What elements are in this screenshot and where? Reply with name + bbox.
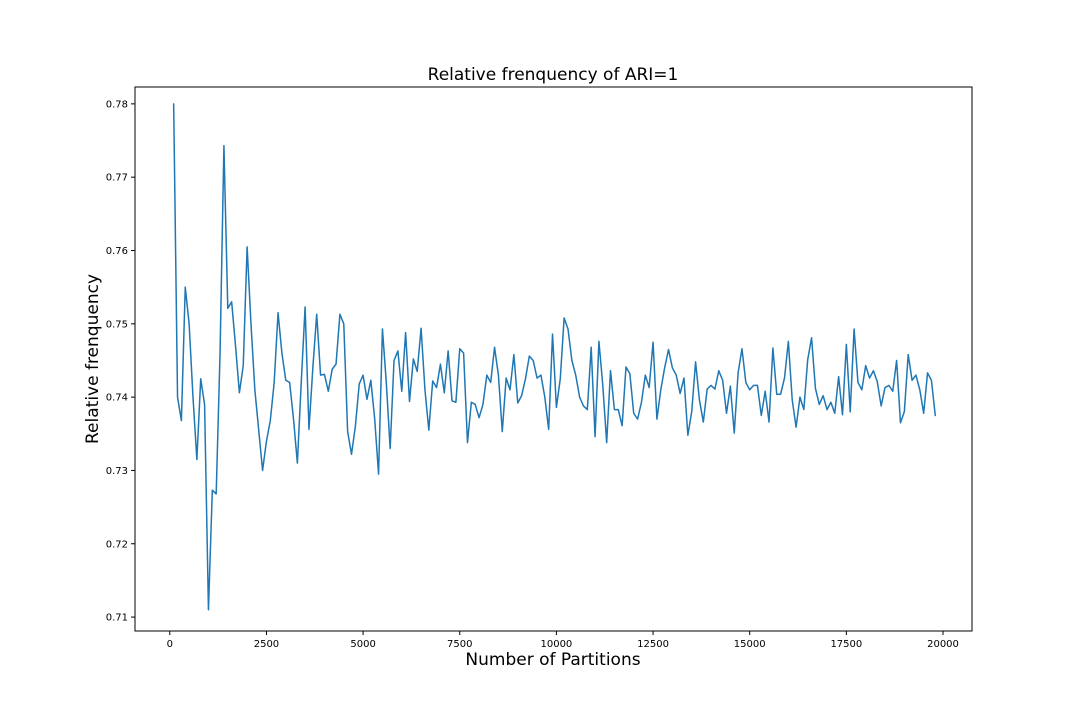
x-tick-label: 15000 — [734, 639, 766, 650]
y-axis: 0.71 0.72 0.73 0.74 0.75 0.76 0.77 0.78 — [106, 99, 135, 624]
y-tick-label: 0.71 — [106, 613, 128, 624]
x-tick-label: 17500 — [830, 639, 862, 650]
y-tick-label: 0.78 — [106, 99, 128, 110]
x-tick-label: 20000 — [927, 639, 959, 650]
x-tick-label: 2500 — [254, 639, 279, 650]
axes-frame — [134, 86, 973, 632]
y-axis-title: Relative frenquency — [83, 274, 103, 444]
y-tick-label: 0.76 — [106, 246, 128, 257]
y-tick-label: 0.75 — [106, 319, 128, 330]
y-tick-label: 0.72 — [106, 539, 128, 550]
x-axis-title: Number of Partitions — [465, 650, 640, 670]
x-tick-label: 5000 — [350, 639, 375, 650]
x-tick-label: 10000 — [540, 639, 572, 650]
y-tick-label: 0.74 — [106, 393, 128, 404]
x-tick-label: 12500 — [637, 639, 669, 650]
x-tick-label: 0 — [167, 639, 173, 650]
plot-area — [172, 103, 937, 611]
x-axis: 0 2500 5000 7500 10000 12500 15000 17500 20000 — [167, 631, 959, 650]
chart-title: Relative frenquency of ARI=1 — [428, 65, 679, 85]
y-tick-label: 0.73 — [106, 466, 128, 477]
x-tick-label: 7500 — [447, 639, 472, 650]
y-tick-label: 0.77 — [106, 173, 128, 184]
series-line — [172, 103, 937, 611]
